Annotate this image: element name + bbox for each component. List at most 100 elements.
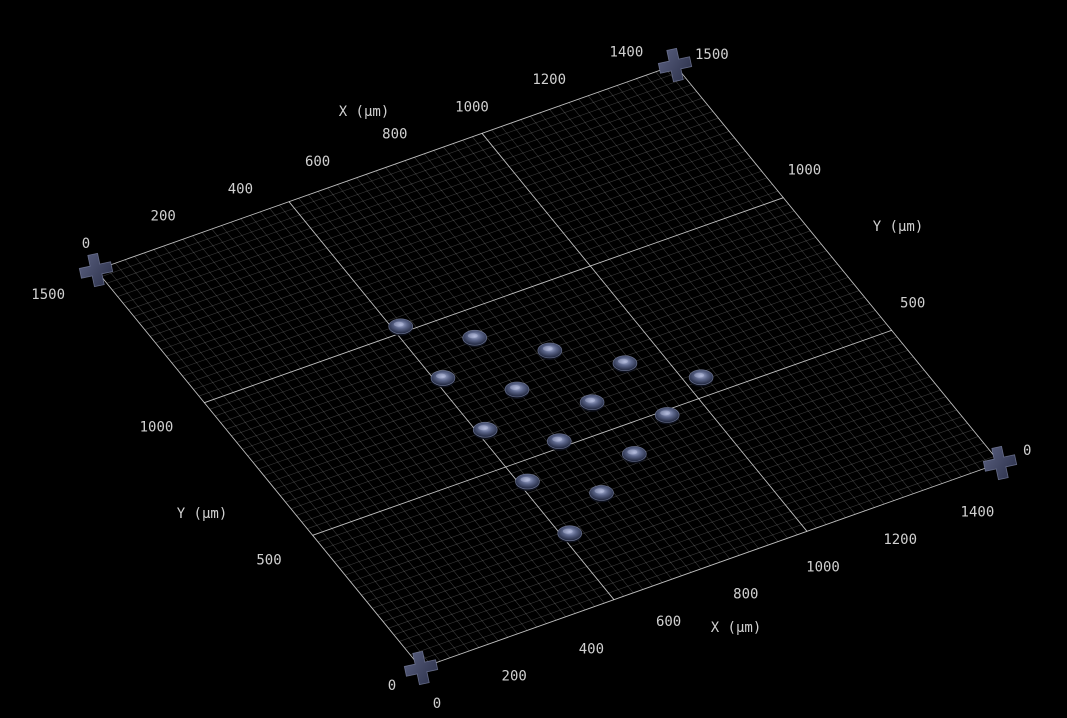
grid-line-y bbox=[350, 376, 930, 583]
feature-point bbox=[504, 381, 530, 399]
grid-line-y bbox=[328, 349, 909, 556]
y-tick-label: 0 bbox=[1023, 443, 1031, 459]
grid-line-y bbox=[393, 429, 974, 636]
grid-line-y bbox=[215, 210, 795, 417]
grid-line-y bbox=[204, 197, 784, 404]
y-tick-label: 1000 bbox=[140, 420, 174, 436]
grid-line-x bbox=[327, 187, 653, 587]
feature-point bbox=[612, 355, 638, 373]
feature-point bbox=[537, 342, 563, 360]
fiducial-markers bbox=[78, 47, 1018, 686]
grid-line-y bbox=[263, 270, 844, 476]
y-tick-label: 1000 bbox=[787, 163, 821, 179]
grid-line-x bbox=[221, 225, 547, 624]
grid-line-x bbox=[414, 157, 740, 556]
x-tick-label: 600 bbox=[305, 154, 330, 170]
grid-line-y bbox=[95, 64, 676, 271]
grid-line-y bbox=[285, 296, 865, 503]
grid-line-x bbox=[144, 252, 470, 652]
feature-point bbox=[388, 318, 414, 336]
feature-point bbox=[430, 370, 456, 388]
x-tick-label: 1400 bbox=[610, 45, 644, 61]
x-tick-label: 400 bbox=[579, 641, 604, 657]
grid-line-x bbox=[153, 249, 480, 648]
grid-line-x bbox=[520, 119, 846, 518]
grid-line-y bbox=[399, 436, 979, 642]
grid-line-x bbox=[163, 245, 489, 645]
grid-line-x bbox=[375, 170, 702, 570]
grid-line-y bbox=[252, 257, 833, 463]
feature-point bbox=[688, 369, 714, 387]
grid-line-x bbox=[404, 160, 731, 559]
x-tick-label: 0 bbox=[82, 236, 90, 252]
grid-line-y bbox=[323, 343, 903, 549]
grid-line-y bbox=[372, 403, 952, 609]
grid-line-y bbox=[187, 177, 768, 384]
grid-line-x bbox=[346, 180, 673, 580]
grid-line-x bbox=[433, 150, 759, 549]
grid-line-x bbox=[250, 215, 576, 614]
grid-line-x bbox=[211, 228, 538, 628]
grid-line-x bbox=[530, 116, 856, 515]
grid-line-y bbox=[160, 144, 741, 350]
grid-line-y bbox=[155, 137, 735, 344]
grid-line-y bbox=[112, 84, 692, 291]
grid-line-x bbox=[568, 102, 895, 501]
y-tick-label: 1500 bbox=[31, 287, 65, 303]
grid-line-x bbox=[578, 98, 904, 498]
grid-line-y bbox=[345, 369, 925, 576]
grid-line-x bbox=[279, 204, 605, 604]
grid-line-y bbox=[139, 117, 719, 324]
grid-line-x bbox=[443, 146, 769, 546]
grid-line-x bbox=[201, 232, 528, 631]
y-axis-title-right: Y (µm) bbox=[873, 219, 924, 235]
feature-point bbox=[579, 394, 605, 412]
grid-line-y bbox=[301, 316, 881, 523]
x-tick-label: 1200 bbox=[883, 532, 917, 548]
grid-line-y bbox=[101, 71, 681, 277]
grid-line-y bbox=[150, 131, 730, 337]
grid-line-x bbox=[115, 262, 441, 662]
grid-line-y bbox=[269, 276, 849, 483]
x-tick-label: 800 bbox=[733, 587, 758, 603]
grid-line-y bbox=[171, 157, 751, 364]
grid-line-y bbox=[231, 230, 811, 437]
x-axis-title-front: X (µm) bbox=[711, 620, 762, 636]
grid-line-x bbox=[674, 64, 1001, 464]
grid-line-y bbox=[209, 204, 789, 410]
grid-line-y bbox=[198, 190, 779, 397]
grid-line-y bbox=[307, 323, 887, 529]
grid-line-x bbox=[587, 95, 914, 494]
grid-line-x bbox=[240, 218, 566, 617]
x-axis-title-back: X (µm) bbox=[339, 104, 390, 120]
grid-line-y bbox=[382, 416, 963, 622]
feature-point bbox=[654, 407, 680, 425]
grid-line-y bbox=[339, 363, 919, 569]
grid-line-x bbox=[616, 85, 943, 484]
feature-point bbox=[462, 329, 488, 348]
grid-line-y bbox=[280, 290, 860, 496]
grid-line-y bbox=[117, 91, 697, 297]
x-tick-label: 1500 bbox=[695, 47, 729, 63]
grid-line-y bbox=[404, 442, 984, 649]
grid-line-x bbox=[481, 133, 808, 532]
grid-line-x bbox=[549, 109, 875, 508]
grid-line-x bbox=[501, 126, 827, 525]
grid-line-x bbox=[607, 88, 933, 488]
grid-line-y bbox=[220, 217, 800, 423]
x-tick-label: 800 bbox=[382, 127, 407, 143]
grid-line-x bbox=[105, 266, 431, 665]
y-tick-label: 0 bbox=[388, 678, 396, 694]
grid-line-x bbox=[645, 75, 972, 474]
grid-line-y bbox=[410, 449, 990, 656]
grid-line-x bbox=[636, 78, 962, 477]
grid-line-y bbox=[177, 164, 757, 370]
grid-line-x bbox=[172, 242, 499, 641]
grid-line-y bbox=[193, 184, 773, 390]
grid-line-y bbox=[415, 456, 995, 662]
major-grid bbox=[95, 64, 1001, 669]
grid-line-x bbox=[192, 235, 518, 635]
grid-line-y bbox=[258, 263, 838, 470]
